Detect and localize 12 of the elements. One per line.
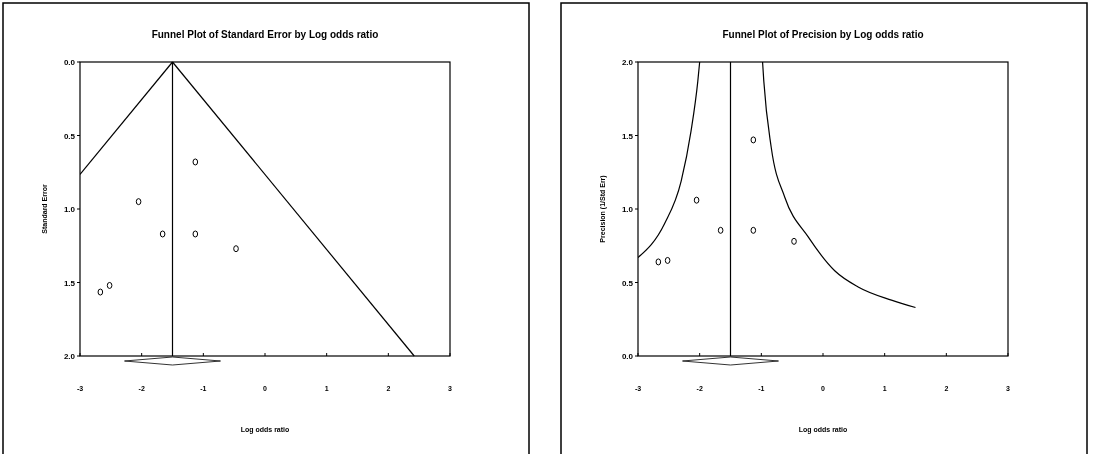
chart-title: Funnel Plot of Standard Error by Log odds ratio [151,29,379,40]
y-tick-label: 0.0 [621,352,634,361]
y-tick-label: 1.5 [621,131,634,141]
y-tick-label: 1.5 [63,278,76,288]
chart-title: Funnel Plot of Precision by Log odds ratio [722,29,924,40]
y-tick-label: 2.0 [621,58,634,67]
y-tick-label: 1.0 [621,205,634,214]
y-tick-label: 1.0 [63,205,76,214]
y-tick-label: 0.0 [63,58,76,67]
y-tick-label: 0.5 [621,278,634,288]
y-tick-label: 0.5 [63,131,76,141]
y-tick-label: 2.0 [63,352,76,361]
